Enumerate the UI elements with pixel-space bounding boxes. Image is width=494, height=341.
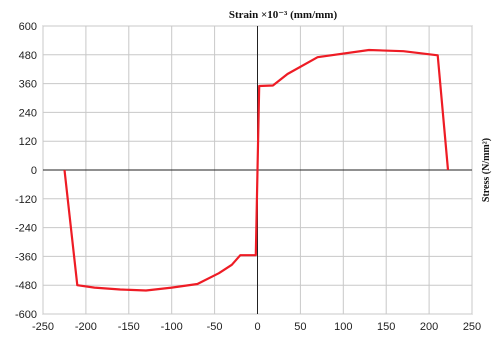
y-tick-label: 360 (19, 79, 37, 91)
x-tick-label: 100 (334, 321, 352, 333)
x-tick-label: 200 (420, 321, 438, 333)
series-layer (63, 48, 450, 292)
y-axis-label: Stress (N/mm²) (481, 138, 492, 202)
y-tick-label: 0 (31, 165, 37, 177)
x-tick-label: -50 (207, 321, 223, 333)
x-tick-label: 50 (294, 321, 306, 333)
chart-title: Strain ×10⁻³ (mm/mm) (229, 9, 338, 21)
x-tick-label: -200 (75, 321, 97, 333)
x-tick-label: -150 (118, 321, 140, 333)
y-tick-label: -600 (15, 309, 37, 321)
x-tick-label: 150 (377, 321, 395, 333)
y-tick-label: -360 (15, 251, 37, 263)
y-tick-label: 240 (19, 107, 37, 119)
series-line (63, 48, 450, 292)
x-tick-label: -100 (161, 321, 183, 333)
x-tick-label: 250 (463, 321, 481, 333)
x-tick-label: 0 (254, 321, 260, 333)
y-tick-label: -480 (15, 280, 37, 292)
y-tick-label: 480 (19, 50, 37, 62)
x-tick-label: -250 (32, 321, 54, 333)
tick-layer: -250 -200 -150 -100 -50 0 50 100 150 200 250 600 480… (15, 21, 481, 333)
y-tick-label: -120 (15, 194, 37, 206)
y-tick-label: -240 (15, 223, 37, 235)
y-tick-label: 120 (19, 136, 37, 148)
y-tick-label: 600 (19, 21, 37, 33)
